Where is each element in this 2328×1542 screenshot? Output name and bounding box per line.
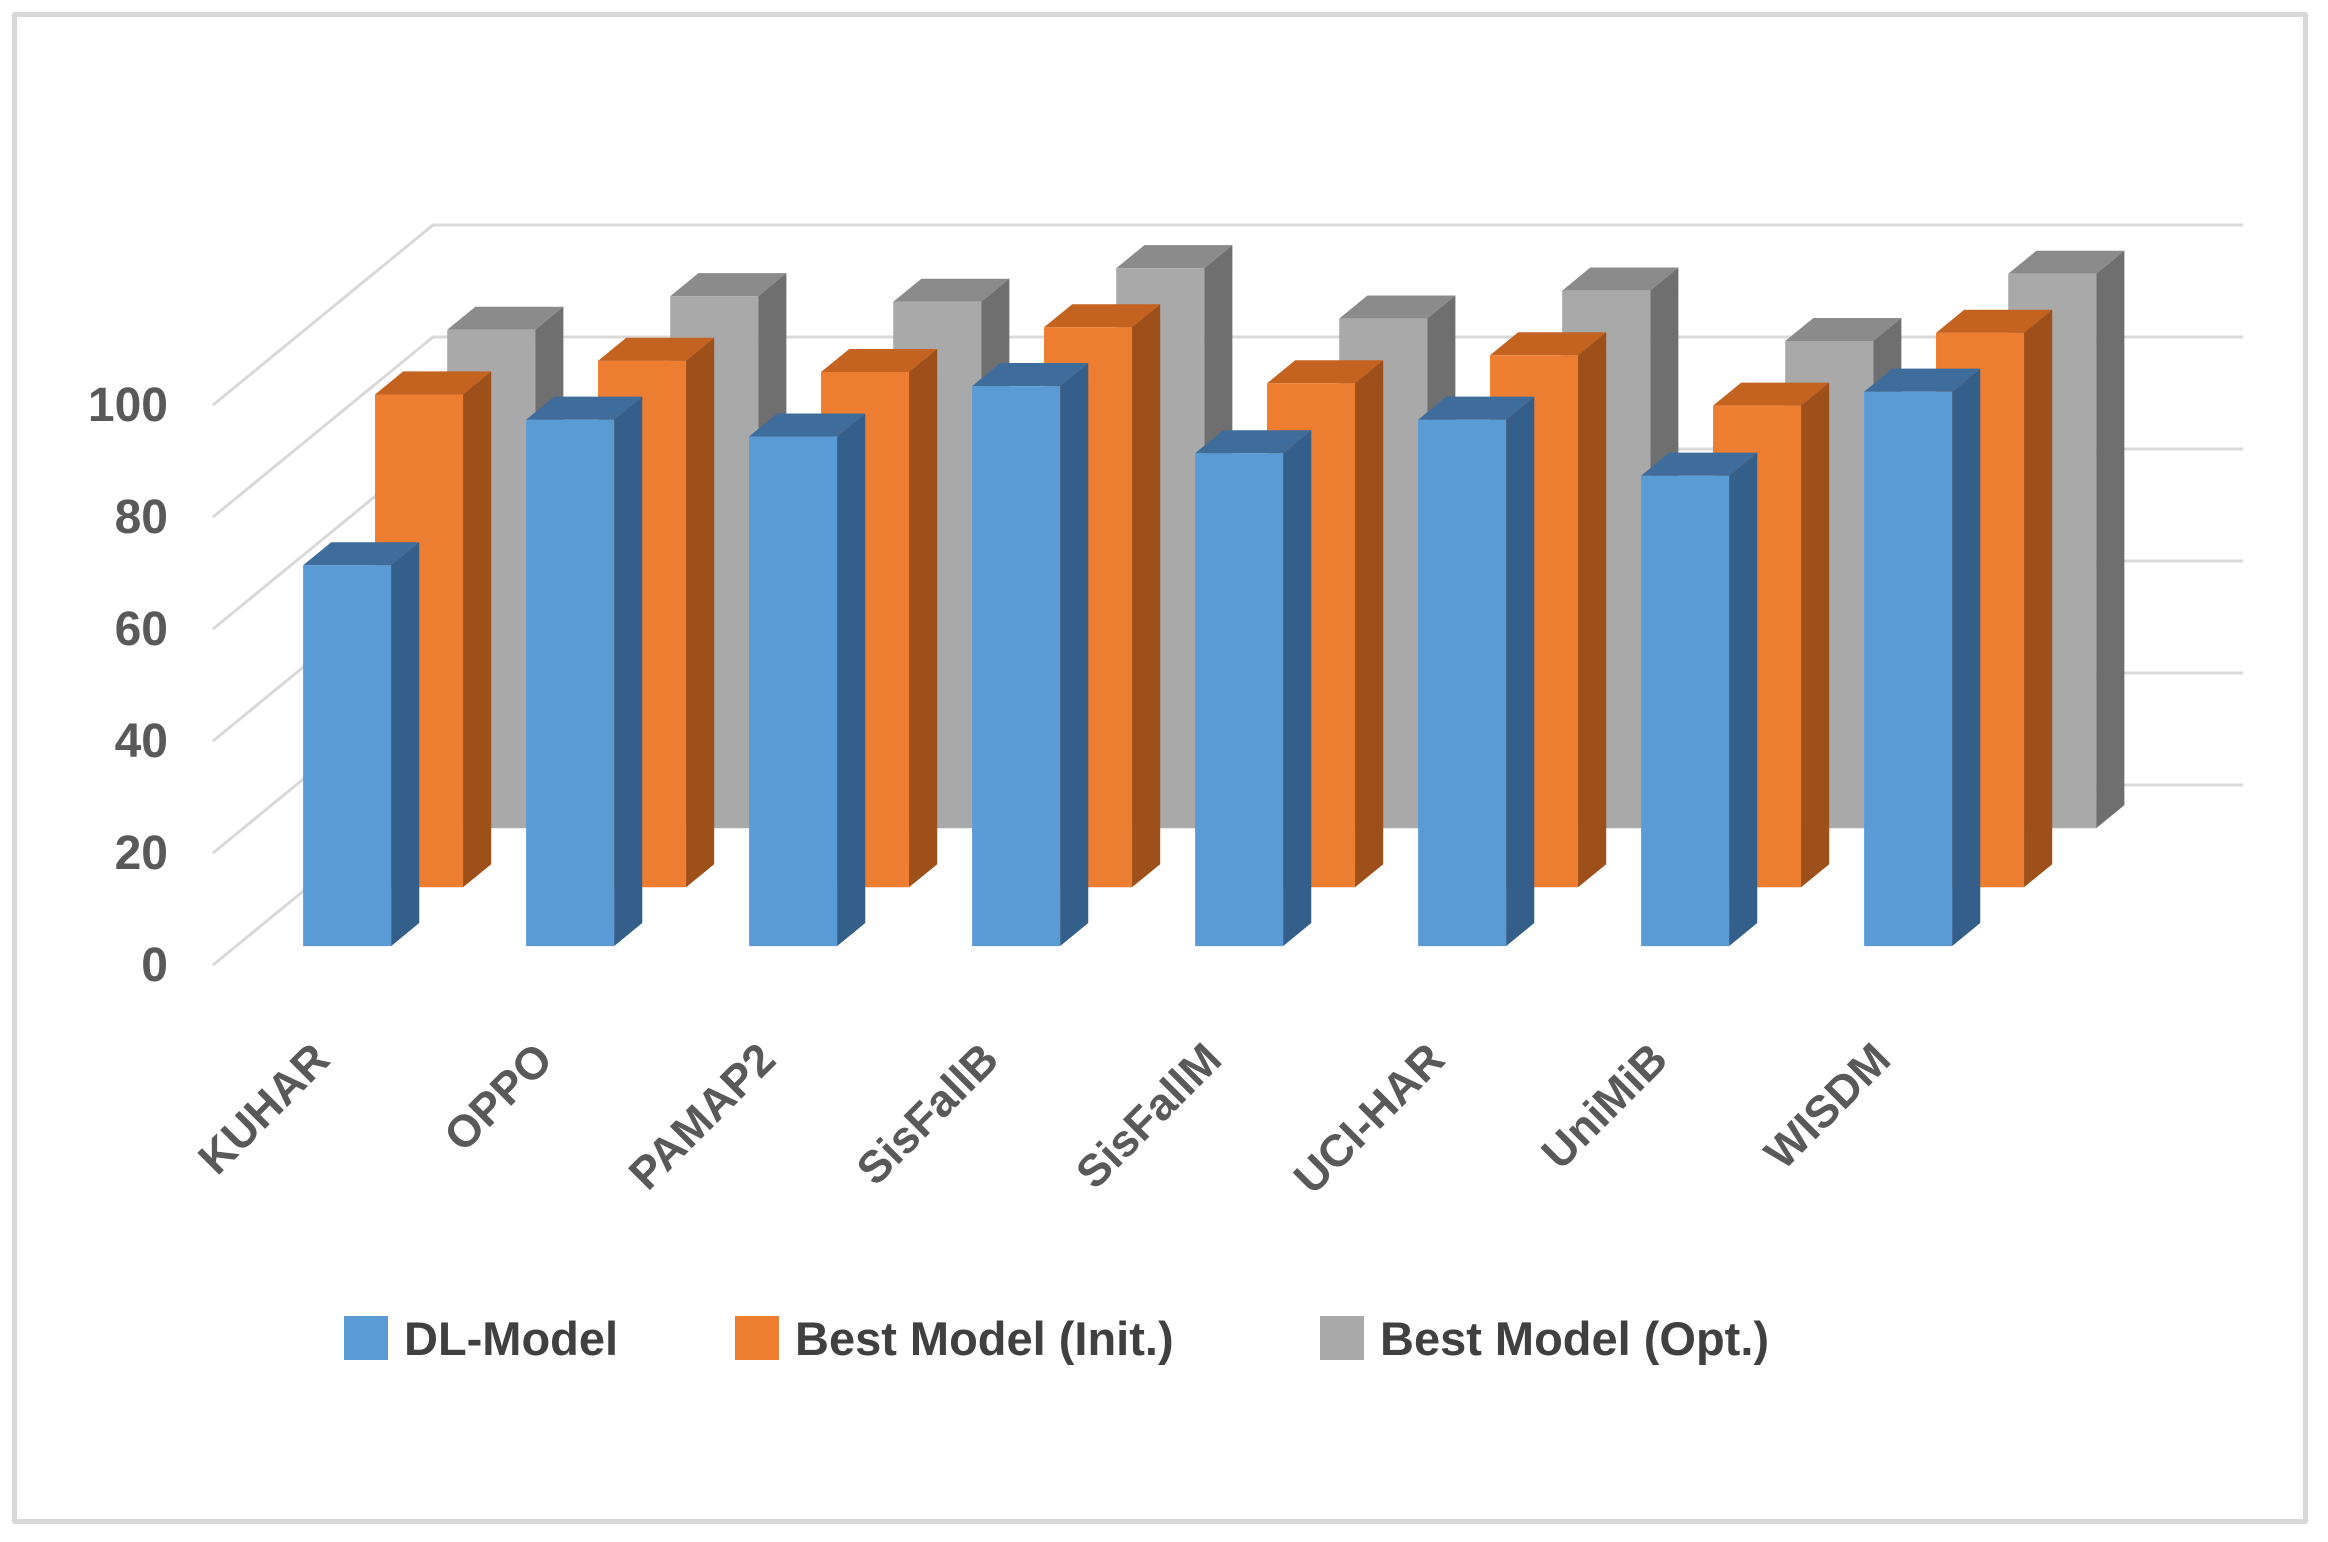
bar-face xyxy=(1936,309,2053,333)
bar-face xyxy=(1952,368,1981,947)
bar-face xyxy=(1506,396,1535,947)
bar-face xyxy=(1355,360,1384,888)
bar-face xyxy=(1729,452,1758,947)
bar-face xyxy=(447,306,564,330)
bar-face xyxy=(972,363,1089,387)
bar-face xyxy=(391,542,420,947)
legend-label: DL-Model xyxy=(404,1311,619,1365)
bar-dl-model-sisfallm xyxy=(1195,430,1312,947)
bar-face xyxy=(1418,419,1507,947)
legend-label: Best Model (Init.) xyxy=(795,1311,1174,1365)
y-tick-label: 0 xyxy=(141,939,168,992)
chart-legend: DL-Model Best Model (Init.) Best Model (… xyxy=(0,1310,2328,1370)
bar-face xyxy=(2024,309,2053,888)
bar-face xyxy=(1578,332,1607,888)
x-category-label: PAMAP2 xyxy=(619,1033,785,1199)
gridline xyxy=(212,223,2243,407)
bar-dl-model-sisfallb xyxy=(972,363,1089,947)
bar-face xyxy=(1116,245,1233,269)
legend-item-dl-model: DL-Model xyxy=(344,1310,618,1366)
bar-dl-model-uci-har xyxy=(1418,396,1535,947)
bar-face xyxy=(686,337,715,888)
bar-face xyxy=(821,349,938,373)
bar-face xyxy=(972,386,1061,947)
bar-face xyxy=(1801,382,1830,888)
x-category-label: SisFallB xyxy=(846,1033,1008,1195)
bar-face xyxy=(2096,250,2125,829)
bar-face xyxy=(375,371,492,395)
bar-face xyxy=(749,436,838,947)
bar-face xyxy=(1132,304,1161,888)
bar-face xyxy=(1864,368,1981,392)
y-tick-label: 60 xyxy=(115,603,168,656)
bar-face xyxy=(1044,304,1161,328)
bar-face xyxy=(598,337,715,361)
legend-label: Best Model (Opt.) xyxy=(1380,1311,1770,1365)
legend-swatch-blue xyxy=(344,1316,388,1360)
bar-dl-model-unimib xyxy=(1641,452,1758,947)
y-tick-label: 20 xyxy=(115,827,168,880)
legend-item-best-model-opt: Best Model (Opt.) xyxy=(1320,1310,1769,1366)
bar-face xyxy=(614,396,643,947)
bar-dl-model-oppo xyxy=(526,396,643,947)
bar-face xyxy=(1785,317,1902,341)
bar-face xyxy=(303,542,420,566)
x-category-label: OPPO xyxy=(434,1033,562,1161)
x-category-label: KUHAR xyxy=(188,1033,339,1184)
bar-face xyxy=(1339,295,1456,319)
bar-face xyxy=(1195,430,1312,454)
bar-face xyxy=(1641,452,1758,476)
legend-swatch-orange xyxy=(735,1316,779,1360)
y-tick-label: 80 xyxy=(115,491,168,544)
x-category-label: WISDM xyxy=(1754,1033,1900,1179)
bar-face xyxy=(1267,360,1384,384)
bar-face xyxy=(526,396,643,420)
bar-face xyxy=(893,278,1010,302)
bar-face xyxy=(670,273,787,297)
bar-face xyxy=(909,349,938,888)
bar-face xyxy=(1283,430,1312,947)
bar-dl-model-pamap2 xyxy=(749,413,866,947)
bar-dl-model-wisdm xyxy=(1864,368,1981,947)
legend-swatch-gray xyxy=(1320,1316,1364,1360)
x-category-label: UCI-HAR xyxy=(1284,1033,1454,1203)
y-tick-label: 40 xyxy=(115,715,168,768)
bar-face xyxy=(2008,250,2125,274)
bar-face xyxy=(837,413,866,947)
bar-face xyxy=(1641,475,1730,947)
bar-face xyxy=(1713,382,1830,406)
bar-face xyxy=(1864,391,1953,947)
bar-face xyxy=(1490,332,1607,356)
x-category-label: UniMiB xyxy=(1531,1033,1677,1179)
bar-dl-model-kuhar xyxy=(303,542,420,947)
bar-face xyxy=(463,371,492,888)
legend-item-best-model-init: Best Model (Init.) xyxy=(735,1310,1174,1366)
x-category-label: SisFallM xyxy=(1066,1033,1231,1198)
bar-face xyxy=(1562,267,1679,291)
bar-face xyxy=(1418,396,1535,420)
bar-face xyxy=(526,419,615,947)
bar-face xyxy=(1195,453,1284,947)
bar-face xyxy=(303,565,392,947)
bar-face xyxy=(1060,363,1089,947)
bar-face xyxy=(749,413,866,437)
y-tick-label: 100 xyxy=(88,379,168,432)
